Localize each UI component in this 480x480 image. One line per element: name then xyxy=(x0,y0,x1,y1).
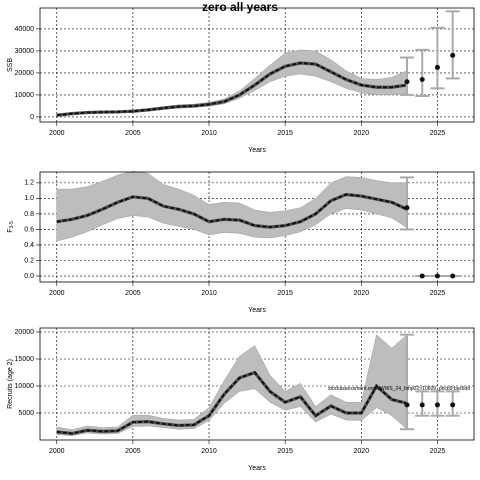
x-tick-label: 2025 xyxy=(430,130,446,137)
y-tick-label: 1.2 xyxy=(24,180,34,187)
y-tick-label: 20000 xyxy=(15,329,35,336)
projection-point xyxy=(419,402,425,408)
chart-title: zero all years xyxy=(202,0,278,14)
x-tick-label: 2015 xyxy=(277,290,293,297)
x-axis-label: Years xyxy=(248,147,266,154)
projection-point xyxy=(434,273,440,279)
y-tick-label: 0.0 xyxy=(24,273,34,280)
x-tick-label: 2000 xyxy=(49,290,65,297)
y-tick-label: 0.8 xyxy=(24,211,34,218)
y-tick-label: 15000 xyxy=(15,356,35,363)
plot-frame xyxy=(39,327,475,441)
x-tick-label: 2020 xyxy=(354,448,370,455)
y-axis-label: F3-5 xyxy=(7,221,15,233)
y-axis-label: Recruits (age 2) xyxy=(7,359,14,409)
y-tick-label: 10000 xyxy=(15,92,35,99)
x-tick-label: 2005 xyxy=(125,448,141,455)
x-tick-label: 2000 xyxy=(49,448,65,455)
x-tick-label: 2010 xyxy=(201,448,217,455)
x-tick-label: 2025 xyxy=(430,290,446,297)
y-axis-label: SSB xyxy=(7,58,14,72)
y-tick-label: 30000 xyxy=(15,48,35,55)
x-tick-label: 2015 xyxy=(277,448,293,455)
plot-frame xyxy=(39,171,475,283)
estimate-line xyxy=(56,371,408,435)
y-tick-label: 40000 xyxy=(15,26,35,33)
x-tick-label: 2005 xyxy=(125,130,141,137)
x-tick-label: 2010 xyxy=(201,290,217,297)
estimate-line xyxy=(56,193,408,229)
y-tick-label: 0 xyxy=(30,114,34,121)
y-tick-label: 10000 xyxy=(15,383,35,390)
plot-frame xyxy=(39,7,475,123)
x-tick-label: 2000 xyxy=(49,130,65,137)
y-tick-label: 0.4 xyxy=(24,242,34,249)
projection-point xyxy=(450,402,456,408)
projection-point xyxy=(419,273,425,279)
projection-point xyxy=(450,52,456,58)
projection-point xyxy=(450,273,456,279)
y-tick-label: 0.6 xyxy=(24,226,34,233)
y-tick-label: 0.2 xyxy=(24,257,34,264)
x-tick-label: 2020 xyxy=(354,130,370,137)
projection-point xyxy=(419,77,425,83)
projection-point xyxy=(434,64,440,70)
y-axis-label-subscript: 3-5 xyxy=(9,221,15,228)
x-tick-label: 2015 xyxy=(277,130,293,137)
x-axis-label: Years xyxy=(248,465,266,472)
x-tick-label: 2020 xyxy=(354,290,370,297)
estimate-line xyxy=(56,62,408,117)
x-tick-label: 2025 xyxy=(430,448,446,455)
y-tick-label: 1.0 xyxy=(24,195,34,202)
projection-point xyxy=(404,79,410,85)
projection-point xyxy=(404,205,410,211)
projection-point xyxy=(434,402,440,408)
x-tick-label: 2010 xyxy=(201,130,217,137)
annotation: stockassessment.org/NWWS_24_bmp02:r10609… xyxy=(328,386,470,392)
y-tick-label: 20000 xyxy=(15,70,35,77)
x-tick-label: 2005 xyxy=(125,290,141,297)
y-tick-label: 5000 xyxy=(18,410,34,417)
x-axis-label: Years xyxy=(248,307,266,314)
projection-point xyxy=(404,402,410,408)
